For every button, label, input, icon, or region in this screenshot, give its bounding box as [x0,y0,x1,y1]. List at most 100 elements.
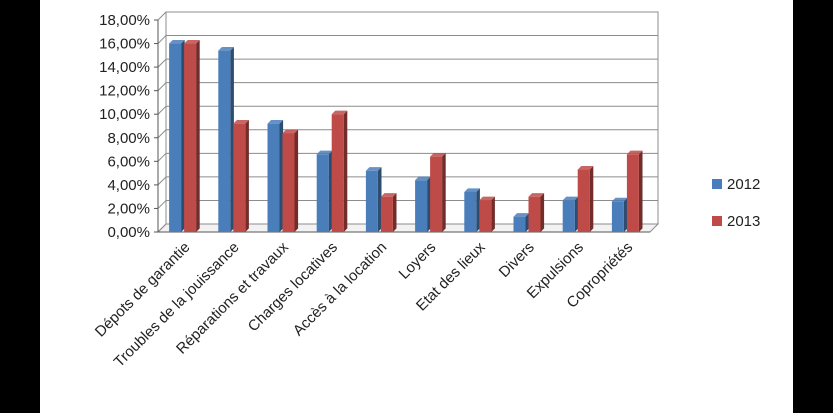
bar [611,197,628,232]
y-tick-label: 10,00% [99,106,150,123]
bar-top [626,150,643,155]
bar-top [282,129,299,134]
bar-front [611,201,624,232]
gridline [157,129,658,139]
bar [528,193,545,232]
bar [316,150,333,232]
gridline [157,11,658,21]
y-tick-label: 8,00% [107,130,150,147]
gridlines [157,11,658,233]
bar-side [196,39,200,233]
gridline [157,152,658,162]
bar-front [233,123,246,232]
bar [626,150,643,232]
bar-side [377,167,382,232]
bar-side [491,196,495,232]
gridline [157,82,658,92]
y-tick-label: 0,00% [107,224,150,241]
bar-front [415,180,428,232]
legend: 2012 2013 [712,176,760,230]
bar-top [184,39,200,44]
legend-label: 2013 [727,213,760,230]
bar-side [245,120,249,232]
bar-front [380,196,393,232]
bar [184,39,200,233]
chart-panel: 0,00% 2,00% 4,00% 6,00% 8,00% 10,00% 12,00% 14,… [40,0,793,413]
bar-top [430,153,446,157]
bar [415,176,431,232]
y-tick-label: 14,00% [99,59,150,76]
bar-top [267,120,284,124]
gridline [157,105,658,115]
legend-entry: 2012 [712,176,760,193]
bar-side [427,176,431,232]
bar-front [464,191,477,232]
bar-front [528,196,541,232]
bar-top [562,196,579,201]
bar-top [479,196,495,201]
y-tick-label: 2,00% [107,200,150,217]
bar-side [638,150,643,232]
bar-top [513,213,530,217]
bar-top [464,188,480,192]
bar-side [328,150,333,232]
y-tick-label: 12,00% [99,83,150,100]
gridline [157,58,658,68]
bar-side [540,193,545,232]
bar [380,193,397,232]
bar-front [430,156,443,232]
x-category-label: Accès à la location [290,239,390,339]
y-tick-label: 16,00% [99,36,150,53]
bar-top [233,120,249,124]
bar-top [611,197,628,202]
bar-top [218,47,234,51]
bar [331,110,348,232]
bar-front [562,200,575,232]
bar-side [230,47,234,233]
bar-top [415,176,431,181]
legend-swatch [712,179,722,189]
bar [282,129,299,232]
bar-front [169,43,182,232]
bar-front [513,216,526,232]
x-category-label: Dépots de garantie [92,239,194,341]
bar-side [181,39,185,233]
y-tick-label: 18,00% [99,12,150,29]
bar-front [479,200,492,232]
bar-front [184,43,197,232]
bar [267,120,284,232]
bar-front [331,114,344,232]
bar-side [442,153,446,232]
y-axis-ticks: 0,00% 2,00% 4,00% 6,00% 8,00% 10,00% 12,00% 14,… [99,12,150,241]
bar-side [525,213,530,232]
bar-top [316,150,333,155]
bar-chart: 0,00% 2,00% 4,00% 6,00% 8,00% 10,00% 12,00% 14,… [92,11,760,371]
x-category-label: Charges locatives [245,239,341,335]
bar [562,196,579,232]
bar [169,39,185,233]
bar [365,167,382,232]
bar-side [574,196,579,232]
bar-side [476,188,480,232]
y-tick-label: 6,00% [107,153,150,170]
bar-front [577,169,590,232]
bar-side [343,110,348,232]
bar-top [528,193,545,197]
bar [577,165,594,232]
legend-label: 2012 [727,176,760,193]
gridline [157,35,658,44]
bar-side [623,197,628,232]
y-tick-label: 4,00% [107,177,150,194]
bar [218,47,234,233]
bar-side [294,129,299,232]
bar-top [577,165,594,170]
bar-front [267,123,280,232]
bar [464,188,480,232]
x-category-label: Divers [496,239,538,281]
bar-top [380,193,397,197]
bar-front [218,50,231,232]
bar-side [392,193,397,232]
bar [479,196,495,232]
x-category-label: Loyers [396,239,440,283]
